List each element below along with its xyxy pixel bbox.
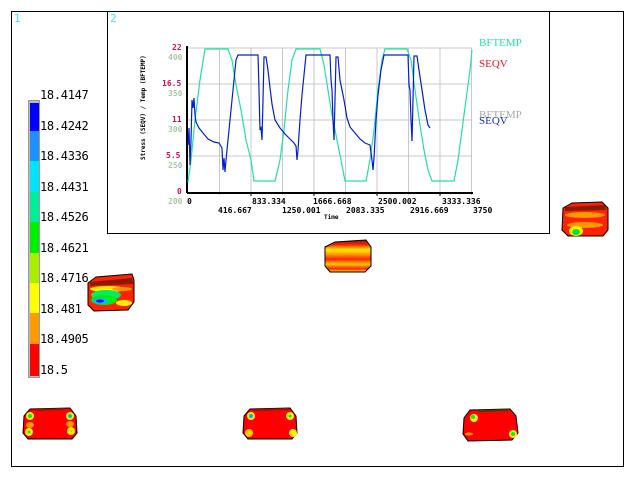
legend-swatch-4 [30,192,39,222]
legend-value: 18.4431 [40,180,89,194]
x-tick: 833.334 [252,197,286,206]
x-tick: 2916.669 [410,206,449,215]
legend-bftemp-top: BFTEMP [479,37,522,49]
y-left-tick: 5.5 [166,151,181,160]
x-tick: 1666.668 [313,197,352,206]
legend-swatch-8 [30,313,39,344]
legend-seqv-bottom: SEQV [479,115,508,127]
y-left-tick: 22 [172,43,182,52]
y-right-tick: 300 [168,125,183,134]
y-axis-label: Stress (SEQV) / Temp (BFTEMP) [140,55,147,160]
model-view-left-mid [87,273,135,312]
model-view-right [561,201,609,237]
legend-value: 18.5 [40,363,68,377]
contour-color-bar [28,100,40,378]
model-view-bottom-right [462,408,519,442]
legend-value: 18.4147 [40,88,89,102]
legend-swatch-2 [30,131,39,161]
legend-value: 18.481 [40,302,82,316]
legend-swatch-3 [30,161,39,192]
legend-value: 18.4621 [40,241,89,255]
legend-seqv-top: SEQV [479,58,508,70]
x-tick: 3333.336 [442,197,481,206]
x-tick: 1250.001 [282,206,321,215]
legend-swatch-1 [30,103,39,131]
window-number-2: 2 [110,12,117,25]
model-view-bottom-center [242,407,298,440]
x-tick: 416.667 [218,206,252,215]
model-view-center [324,239,372,273]
x-tick: 2500.002 [378,197,417,206]
legend-value: 18.4242 [40,119,89,133]
x-axis-label: Time [324,214,339,221]
y-right-tick: 200 [168,197,183,206]
legend-swatch-6 [30,253,39,283]
legend-bftemp-bottom: BFTEMP [479,109,522,121]
y-left-tick: 11 [172,115,182,124]
legend-value: 18.4905 [40,332,89,346]
legend-value: 18.4336 [40,149,89,163]
y-right-tick: 350 [168,89,183,98]
window-number-1: 1 [14,12,21,25]
legend-value: 18.4526 [40,210,89,224]
y-right-tick: 250 [168,161,183,170]
x-tick: 3750 [473,206,493,215]
legend-swatch-5 [30,222,39,253]
x-tick: 0 [187,197,192,206]
legend-swatch-9 [30,344,39,376]
y-left-tick: 0 [177,187,182,196]
legend-swatch-7 [30,283,39,313]
model-view-bottom-left [22,407,78,440]
y-left-tick: 16.5 [162,79,182,88]
legend-value: 18.4716 [40,271,89,285]
y-right-tick: 400 [168,53,183,62]
x-tick: 2083.335 [346,206,385,215]
